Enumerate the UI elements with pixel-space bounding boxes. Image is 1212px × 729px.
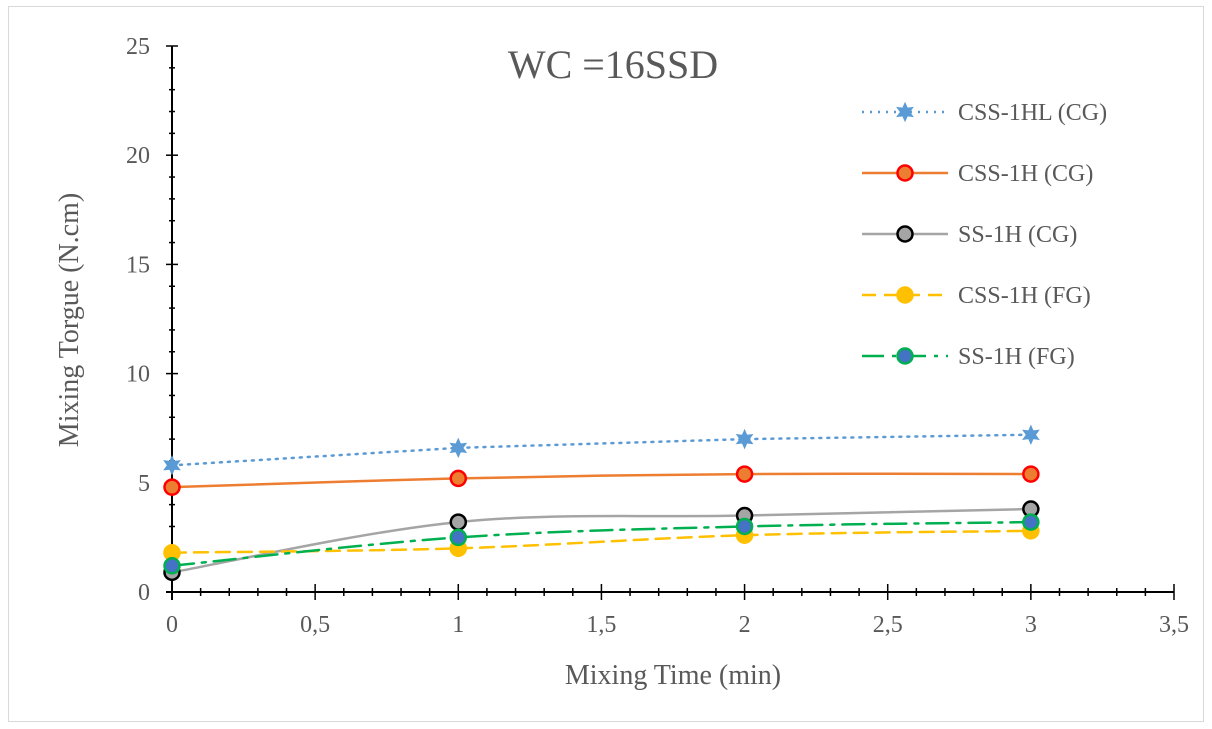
series-line [170, 520, 1033, 568]
series-5 [163, 513, 1040, 575]
data-point [449, 528, 468, 547]
legend-label: CSS-1H (FG) [958, 283, 1091, 309]
series-2 [163, 465, 1040, 496]
y-tick-label: 0 [138, 580, 150, 606]
x-tick-label: 1,5 [586, 612, 616, 638]
legend-marker [896, 347, 914, 365]
data-point [449, 469, 468, 488]
data-point [1022, 513, 1040, 531]
series-line [170, 472, 1033, 489]
x-tick-label: 3 [1025, 612, 1037, 638]
legend-marker [896, 164, 914, 182]
x-tick-label: 1 [452, 612, 464, 638]
y-tick-label: 20 [126, 143, 150, 169]
data-point [1022, 424, 1040, 446]
legend-label: SS-1H (FG) [958, 344, 1075, 370]
x-tick-label: 2,5 [873, 612, 903, 638]
series-line [170, 529, 1033, 554]
data-point [163, 557, 181, 575]
legend-item: SS-1H (CG) [862, 222, 1077, 248]
chart-frame [8, 6, 1204, 722]
series-line [170, 507, 1033, 574]
y-tick-label: 10 [126, 362, 150, 388]
legend-item: CSS-1H (FG) [862, 283, 1091, 309]
data-point [735, 428, 754, 450]
series-1 [163, 424, 1040, 476]
x-tick-label: 0 [166, 612, 178, 638]
legend-label: CSS-1HL (CG) [958, 100, 1107, 126]
legend: CSS-1HL (CG) CSS-1H (CG) SS-1H (CG) CSS-1H … [862, 100, 1107, 370]
chart-title: WC =16SSD [508, 42, 718, 87]
data-point [449, 437, 468, 459]
legend-marker [896, 225, 914, 243]
x-tick-label: 0,5 [300, 612, 330, 638]
data-point [735, 517, 754, 536]
data-point [163, 478, 181, 496]
legend-label: CSS-1H (CG) [958, 161, 1093, 187]
axes: 0 5 10 15 20 25 0 0,5 1 1,5 2 2,5 3 3,5 [126, 34, 1189, 638]
legend-item: CSS-1HL (CG) [862, 100, 1107, 126]
y-axis-label: Mixing Torgue (N.cm) [54, 193, 85, 447]
data-point [163, 455, 181, 476]
y-tick-label: 5 [138, 471, 150, 497]
data-point [735, 465, 754, 483]
legend-label: SS-1H (CG) [958, 222, 1077, 248]
series-layer [163, 424, 1040, 582]
legend-marker [896, 286, 914, 304]
legend-item: CSS-1H (CG) [862, 161, 1093, 187]
series-4 [163, 522, 1040, 562]
data-point [1022, 465, 1040, 483]
x-axis-label: Mixing Time (min) [565, 660, 781, 691]
legend-marker [896, 101, 914, 123]
y-tick-label: 15 [126, 252, 150, 278]
series-line [170, 433, 1033, 467]
y-tick-label: 25 [126, 34, 150, 60]
data-point [449, 513, 468, 531]
x-tick-label: 3,5 [1159, 612, 1189, 638]
legend-item: SS-1H (FG) [862, 344, 1075, 370]
x-tick-label: 2 [739, 612, 751, 638]
